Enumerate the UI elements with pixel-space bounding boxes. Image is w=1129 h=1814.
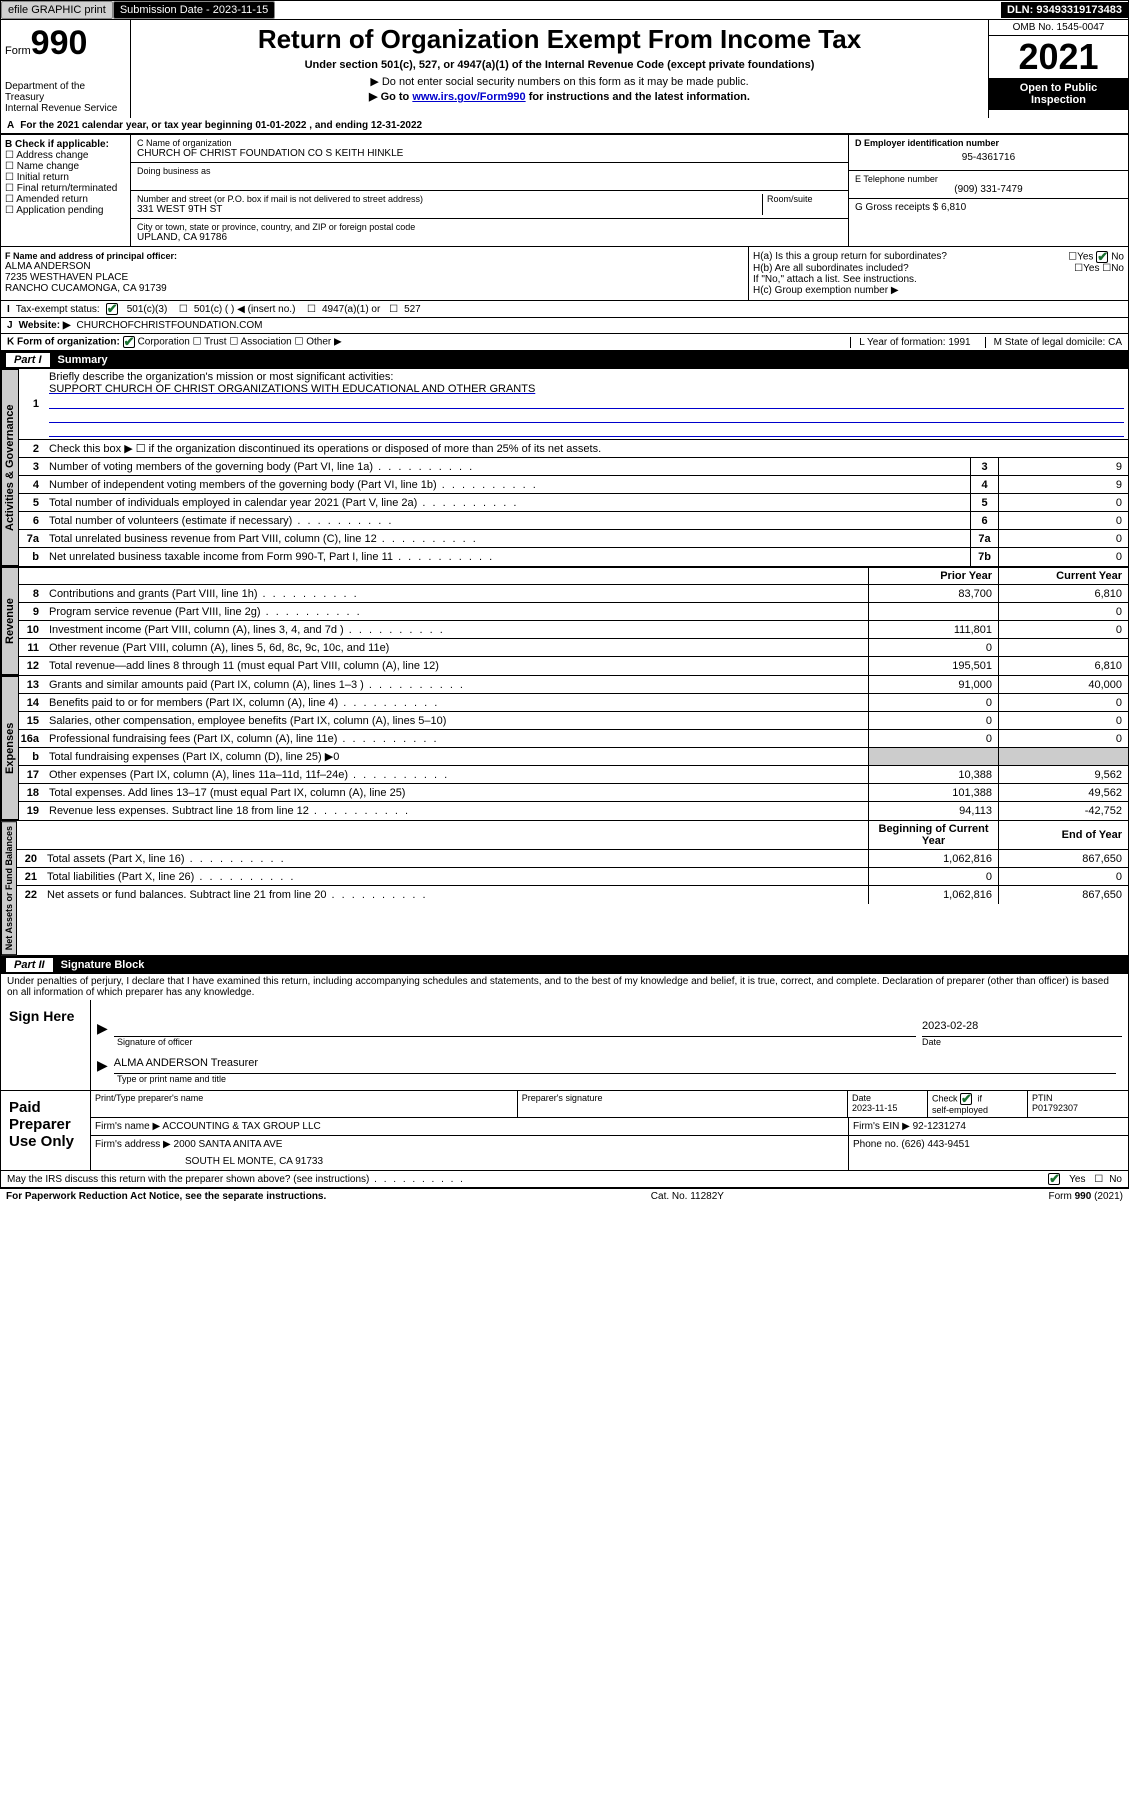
subtitle-1: Under section 501(c), 527, or 4947(a)(1)… bbox=[135, 59, 984, 71]
officer-name-title: ALMA ANDERSON Treasurer bbox=[114, 1057, 1116, 1074]
line-a-tax-year: A For the 2021 calendar year, or tax yea… bbox=[0, 118, 1129, 134]
tax-year: 2021 bbox=[989, 36, 1128, 78]
website-value: CHURCHOFCHRISTFOUNDATION.COM bbox=[77, 320, 263, 331]
org-info-block: B Check if applicable: ☐ Address change … bbox=[0, 134, 1129, 247]
activities-governance-tab: Activities & Governance bbox=[1, 369, 19, 566]
discuss-yes-checkbox[interactable] bbox=[1048, 1173, 1060, 1185]
tax-exempt-status: I Tax-exempt status: 501(c)(3) ☐ 501(c) … bbox=[0, 301, 1129, 318]
corporation-checkbox[interactable] bbox=[123, 336, 135, 348]
ein: 95-4361716 bbox=[855, 148, 1122, 167]
form-org-row: K Form of organization: Corporation ☐ Tr… bbox=[0, 334, 1129, 351]
net-assets-section: Net Assets or Fund Balances Beginning of… bbox=[0, 821, 1129, 956]
net-assets-tab: Net Assets or Fund Balances bbox=[1, 821, 17, 955]
arrow-icon: ▶ bbox=[97, 1020, 108, 1037]
expenses-section: Expenses 13Grants and similar amounts pa… bbox=[0, 676, 1129, 821]
section-b-checkboxes: B Check if applicable: ☐ Address change … bbox=[1, 135, 131, 246]
state-domicile: M State of legal domicile: CA bbox=[985, 337, 1122, 348]
part-2-header: Part II Signature Block bbox=[0, 956, 1129, 974]
subtitle-3: ▶ Go to www.irs.gov/Form990 for instruct… bbox=[135, 90, 984, 103]
top-bar: efile GRAPHIC print Submission Date - 20… bbox=[0, 0, 1129, 20]
form-header: Form990 Department of the Treasury Inter… bbox=[0, 20, 1129, 118]
sign-here-section: Sign Here ▶ 2023-02-28 Signature of offi… bbox=[0, 1000, 1129, 1091]
form-word: Form bbox=[5, 45, 31, 57]
paid-preparer-section: Paid Preparer Use Only Print/Type prepar… bbox=[0, 1091, 1129, 1171]
submission-date: Submission Date - 2023-11-15 bbox=[113, 1, 275, 19]
self-employed-checkbox[interactable] bbox=[960, 1093, 972, 1105]
form-title: Return of Organization Exempt From Incom… bbox=[135, 24, 984, 55]
irs-link[interactable]: www.irs.gov/Form990 bbox=[412, 91, 525, 103]
dln: DLN: 93493319173483 bbox=[1001, 2, 1128, 18]
page-footer: For Paperwork Reduction Act Notice, see … bbox=[0, 1188, 1129, 1204]
current-year-header: Current Year bbox=[998, 568, 1128, 584]
website-row: J Website: ▶ CHURCHOFCHRISTFOUNDATION.CO… bbox=[0, 318, 1129, 334]
firm-name: ACCOUNTING & TAX GROUP LLC bbox=[162, 1121, 320, 1132]
dba-label: Doing business as bbox=[137, 166, 842, 176]
firm-phone: (626) 443-9451 bbox=[901, 1139, 969, 1150]
subtitle-2: ▶ Do not enter social security numbers o… bbox=[135, 75, 984, 88]
form-number: 990 bbox=[31, 24, 88, 62]
officer-name: ALMA ANDERSON bbox=[5, 261, 744, 272]
revenue-section: Revenue Prior Year Current Year 8Contrib… bbox=[0, 567, 1129, 676]
efile-button[interactable]: efile GRAPHIC print bbox=[1, 1, 113, 19]
city-state-zip: UPLAND, CA 91786 bbox=[137, 232, 842, 243]
open-inspection: Open to Public Inspection bbox=[989, 78, 1128, 110]
perjury-statement: Under penalties of perjury, I declare th… bbox=[0, 974, 1129, 1000]
firm-ein: 92-1231274 bbox=[913, 1121, 966, 1132]
omb-number: OMB No. 1545-0047 bbox=[989, 20, 1128, 36]
dept-treasury: Department of the Treasury Internal Reve… bbox=[5, 81, 126, 114]
group-return-no-checkbox[interactable] bbox=[1096, 251, 1108, 263]
gross-receipts: G Gross receipts $ 6,810 bbox=[855, 202, 1122, 213]
expenses-tab: Expenses bbox=[1, 676, 19, 820]
arrow-icon: ▶ bbox=[97, 1057, 108, 1074]
street-address: 331 WEST 9TH ST bbox=[137, 204, 762, 215]
501c3-checkbox[interactable] bbox=[106, 303, 118, 315]
ptin: P01792307 bbox=[1032, 1103, 1124, 1113]
voting-members: 9 bbox=[998, 458, 1128, 475]
sign-date: 2023-02-28 bbox=[922, 1020, 1122, 1037]
org-name: CHURCH OF CHRIST FOUNDATION CO S KEITH H… bbox=[137, 148, 842, 159]
part-1-header: Part I Summary bbox=[0, 351, 1129, 369]
year-formation: L Year of formation: 1991 bbox=[850, 337, 978, 348]
mission-text: SUPPORT CHURCH OF CHRIST ORGANIZATIONS W… bbox=[49, 383, 535, 395]
org-name-label: C Name of organization bbox=[137, 138, 842, 148]
officer-group-block: F Name and address of principal officer:… bbox=[0, 247, 1129, 301]
telephone: (909) 331-7479 bbox=[855, 184, 1122, 195]
activities-governance-section: Activities & Governance 1 Briefly descri… bbox=[0, 369, 1129, 567]
discuss-row: May the IRS discuss this return with the… bbox=[0, 1171, 1129, 1188]
revenue-tab: Revenue bbox=[1, 567, 19, 675]
prior-year-header: Prior Year bbox=[868, 568, 998, 584]
